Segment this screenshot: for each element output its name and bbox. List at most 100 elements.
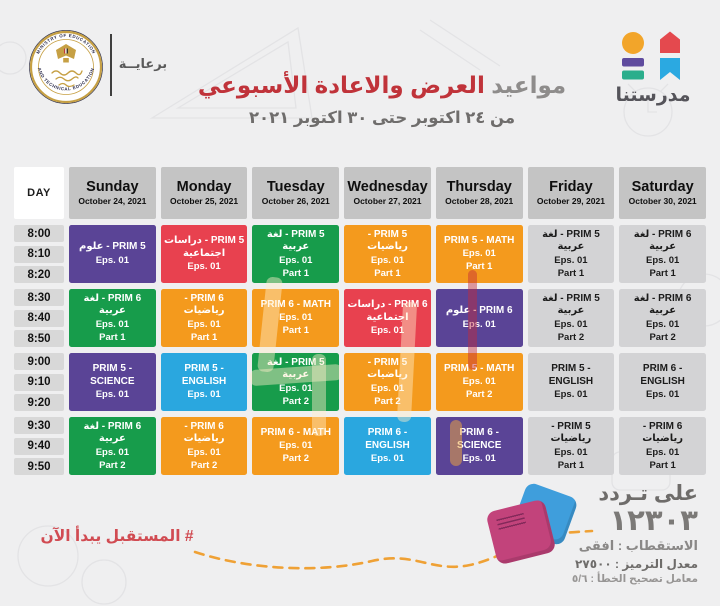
program-part: Part 1	[557, 267, 585, 279]
time-pill: 8:10	[14, 245, 64, 263]
program-title: PRIM 5 - MATH	[444, 362, 515, 374]
day-header-cell: Thursday October 28, 2021	[435, 167, 523, 219]
program-cell: PRIM 5 - SCIENCE Eps. 01	[69, 353, 156, 411]
brand-name: مدرستنا	[615, 85, 691, 106]
program-cell: PRIM 6 - رياضيات Eps. 01 Part 2	[160, 417, 248, 475]
program-title: PRIM 6 - ENGLISH	[365, 427, 410, 451]
program-title: PRIM 6 - علوم	[445, 305, 513, 317]
logo-green-bar-icon	[622, 70, 644, 80]
program-cell: PRIM 5 - علوم Eps. 01	[69, 225, 156, 283]
program-episode: Eps. 01	[95, 254, 129, 266]
program-title: PRIM 6 - رياضيات	[183, 420, 225, 445]
program-part: Part 1	[282, 267, 309, 279]
day-date: October 24, 2021	[78, 196, 147, 207]
program-episode: Eps. 01	[462, 318, 496, 330]
program-episode: Eps. 01	[187, 261, 221, 273]
dashed-path	[193, 529, 594, 570]
program-title: PRIM 6 - رياضيات	[183, 292, 225, 317]
program-title: PRIM 5 - رياضيات	[367, 356, 408, 381]
time-pill: 8:50	[14, 330, 64, 347]
program-episode: Eps. 01	[279, 312, 313, 324]
program-episode: Eps. 01	[462, 453, 496, 465]
frequency-info: على تـردد ١٢٣٠٣ الاستقطاب : افقى معدل ال…	[528, 481, 698, 585]
program-cell: PRIM 6 - SCIENCE Eps. 01	[435, 417, 523, 475]
program-cell: PRIM 5 - MATH Eps. 01 Part 1	[435, 225, 523, 283]
program-part: Part 1	[649, 267, 676, 279]
day-header-cell: Saturday October 30, 2021	[619, 167, 706, 219]
program-part: Part 1	[649, 459, 676, 471]
program-cell: PRIM 5 - رياضيات Eps. 01 Part 2	[344, 353, 431, 411]
program-episode: Eps. 01	[646, 389, 680, 401]
program-part: Part 2	[190, 459, 218, 471]
program-part: Part 2	[99, 459, 126, 471]
day-date: October 25, 2021	[170, 196, 239, 207]
program-episode: Eps. 01	[462, 248, 496, 260]
program-episode: Eps. 01	[554, 446, 588, 458]
program-cell: PRIM 6 - لغة عربية Eps. 01 Part 1	[69, 289, 156, 347]
day-name: Saturday	[631, 178, 694, 195]
program-part: Part 1	[282, 325, 309, 337]
program-title: PRIM 6 - ENGLISH	[640, 363, 685, 387]
program-part: Part 1	[374, 267, 401, 279]
brand-logo-shapes	[622, 31, 680, 80]
program-title: PRIM 5 - لغة عربية	[266, 228, 325, 253]
program-title: PRIM 6 - SCIENCE	[456, 427, 502, 451]
logo-house-icon	[660, 31, 680, 53]
program-episode: Eps. 01	[187, 389, 221, 401]
program-title: PRIM 6 - MATH	[260, 426, 331, 438]
day-corner-header: DAY	[14, 167, 64, 219]
program-episode: Eps. 01	[279, 440, 313, 452]
program-episode: Eps. 01	[370, 382, 405, 394]
program-part: Part 1	[190, 331, 218, 343]
program-title: PRIM 6 - لغة عربية	[83, 420, 142, 445]
program-cell: PRIM 6 - علوم Eps. 01	[435, 289, 523, 347]
program-cell: PRIM 6 - لغة عربية Eps. 01 Part 2	[619, 289, 706, 347]
program-title: PRIM 6 - لغة عربية	[83, 292, 142, 317]
program-cell: PRIM 5 - MATH Eps. 01 Part 2	[435, 353, 523, 411]
program-title: PRIM 5 - دراسات اجتماعية	[163, 235, 245, 259]
program-title: PRIM 5 - لغة عربية	[266, 356, 325, 381]
program-episode: Eps. 01	[646, 254, 680, 266]
program-cell: PRIM 5 - ENGLISH Eps. 01	[527, 353, 615, 411]
program-part: Part 2	[374, 395, 401, 407]
eagle-icon	[56, 44, 76, 63]
time-pill: 9:30	[14, 417, 64, 434]
brand-logo: مدرستنا	[608, 30, 698, 107]
time-column: 8:30 8:40 8:50	[14, 289, 64, 347]
program-cell: PRIM 6 - رياضيات Eps. 01 Part 1	[619, 417, 706, 475]
program-title: PRIM 5 - MATH	[444, 234, 515, 246]
program-cell: PRIM 5 - ENGLISH Eps. 01	[160, 353, 248, 411]
program-cell: PRIM 6 - لغة عربية Eps. 01 Part 2	[69, 417, 156, 475]
program-episode: Eps. 01	[187, 318, 221, 330]
program-cell: PRIM 6 - رياضيات Eps. 01 Part 1	[160, 289, 248, 347]
page-title: مواعيد العرض والاعادة الأسبوعي	[100, 72, 664, 99]
time-column: 9:30 9:40 9:50	[14, 417, 64, 475]
program-episode: Eps. 01	[370, 254, 405, 266]
day-header-cell: Wednesday October 27, 2021	[344, 167, 431, 219]
time-pill: 8:00	[14, 225, 64, 242]
program-title: PRIM 6 - لغة عربية	[633, 228, 692, 253]
program-episode: Eps. 01	[554, 254, 588, 266]
program-title: PRIM 6 - دراسات اجتماعية	[347, 299, 428, 323]
fec-text: معامل تصحيح الخطأ : ٥/٦	[571, 573, 698, 586]
program-cell: PRIM 5 - لغة عربية Eps. 01 Part 1	[252, 225, 340, 283]
program-episode: Eps. 01	[187, 446, 221, 458]
program-cell: PRIM 6 - MATH Eps. 01 Part 2	[252, 417, 340, 475]
page-title-main: العرض والاعادة الأسبوعي	[197, 72, 485, 98]
day-name: Sunday	[86, 178, 139, 195]
program-episode: Eps. 01	[646, 318, 680, 330]
time-pill: 8:20	[14, 266, 64, 283]
sponsor-label: برعايــة	[118, 56, 168, 71]
program-part: Part 2	[282, 453, 309, 465]
program-part: Part 2	[649, 331, 676, 343]
program-title: PRIM 5 - رياضيات	[550, 420, 592, 445]
program-title: PRIM 6 - لغة عربية	[633, 292, 692, 317]
day-date: October 27, 2021	[353, 196, 422, 207]
day-date: October 29, 2021	[536, 196, 605, 207]
time-column: 9:00 9:10 9:20	[14, 353, 64, 411]
logo-ribbon-icon	[660, 58, 680, 80]
program-episode: Eps. 01	[279, 382, 313, 394]
time-pill: 9:50	[14, 458, 64, 475]
program-title: PRIM 5 - SCIENCE	[90, 363, 135, 387]
program-part: Part 2	[466, 389, 493, 401]
